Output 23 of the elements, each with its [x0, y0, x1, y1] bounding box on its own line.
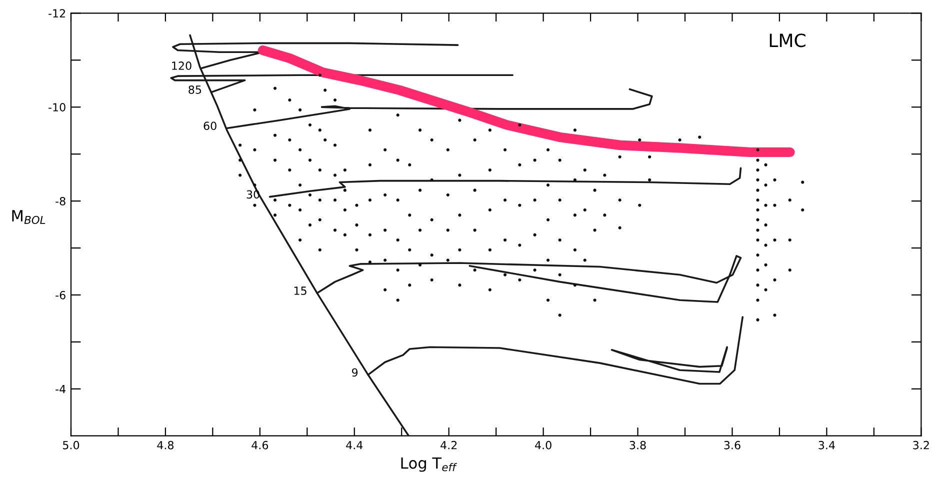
series-label: 120	[172, 62, 192, 70]
x-tick-label: 4.2	[440, 440, 457, 450]
x-tick-label: 3.8	[630, 440, 646, 450]
x-axis-title: Log T$_{eff}$	[401, 457, 458, 472]
series-label: 60	[204, 122, 216, 130]
x-tick-label: 4.0	[535, 440, 552, 450]
x-tick-label: 4.8	[157, 440, 174, 450]
x-tick-label: 3.2	[913, 440, 929, 450]
series-label: 9	[352, 368, 358, 377]
y-tick-label: -6	[56, 290, 66, 300]
y-tick-label: -4	[56, 385, 66, 394]
y-axis-title: M$_{BOL}$	[12, 210, 46, 224]
annotation: LMC	[770, 34, 806, 48]
series-label: 85	[188, 85, 202, 94]
x-tick-label: 4.6	[252, 440, 268, 450]
x-tick-label: 3.4	[818, 440, 835, 450]
y-tick-label: -8	[56, 197, 66, 206]
x-tick-label: 3.6	[724, 440, 740, 450]
x-tick-label: 5.0	[63, 440, 80, 450]
x-tick-label: 4.4	[346, 441, 363, 450]
y-tick-label: -12	[48, 9, 66, 18]
series-label: 15	[294, 286, 306, 295]
y-tick-label: -10	[48, 103, 66, 112]
